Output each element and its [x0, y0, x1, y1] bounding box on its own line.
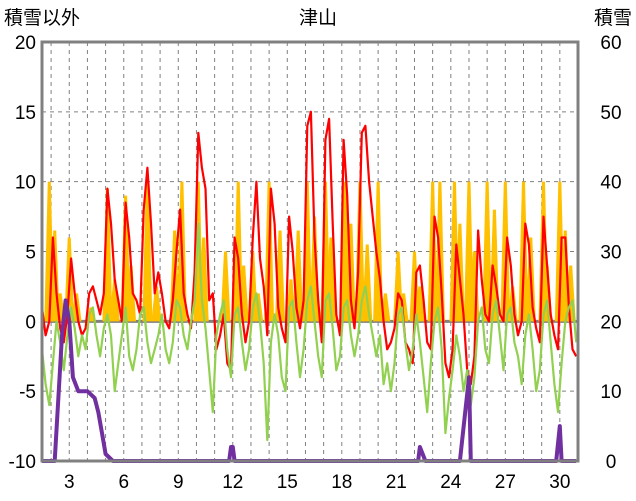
y-left-ticks: -10 -5 0 5 10 15 20	[9, 33, 36, 473]
y-left-tick-label: -5	[19, 382, 36, 403]
y-right-tick-label: 10	[600, 382, 621, 403]
x-tick-label: 3	[64, 472, 75, 493]
y-right-tick-label: 50	[600, 103, 621, 124]
frame	[40, 40, 580, 463]
precip-bar	[482, 181, 493, 322]
x-tick-label: 9	[173, 472, 184, 493]
snow-depth-line	[42, 298, 577, 463]
x-tick-label: 6	[118, 472, 129, 493]
precip-bar	[109, 279, 120, 322]
y-left-tick-label: 10	[15, 173, 36, 194]
y-right-ticks: 0 10 20 30 40 50 60	[600, 33, 621, 473]
plot-frame	[40, 40, 580, 463]
y-left-tick-label: -10	[9, 452, 36, 473]
y-left-tick-label: 20	[15, 33, 36, 54]
precip-bar	[142, 181, 153, 322]
y-left-tick-label: 15	[15, 103, 36, 124]
x-tick-label: 18	[331, 472, 352, 493]
precip-bar	[398, 293, 409, 322]
x-ticks: 3 6 9 12 15 18 21 24 27 30	[64, 472, 570, 493]
x-tick-label: 15	[277, 472, 298, 493]
precip-bar	[126, 265, 137, 322]
y-right-tick-label: 20	[600, 312, 621, 333]
y-right-tick-label: 40	[600, 173, 621, 194]
right-axis-title: 積雪	[594, 7, 632, 29]
y-right-tick-label: 0	[606, 452, 617, 473]
y-left-tick-label: 5	[25, 243, 36, 264]
precip-bar	[362, 244, 373, 322]
series-line	[40, 110, 578, 386]
y-right-tick-label: 30	[600, 243, 621, 264]
precip-bar	[500, 181, 511, 322]
x-tick-label: 21	[386, 472, 407, 493]
x-tick-label: 24	[440, 472, 462, 493]
chart-title: 津山	[299, 7, 337, 29]
x-tick-label: 30	[549, 472, 570, 493]
x-tick-label: 27	[495, 472, 516, 493]
left-axis-title: 積雪以外	[4, 7, 80, 29]
y-left-tick-label: 0	[25, 312, 36, 333]
precip-bar	[414, 286, 425, 322]
precip-bar	[151, 286, 162, 322]
precip-bar	[393, 251, 404, 322]
y-right-tick-label: 60	[600, 33, 621, 54]
precip-bar	[325, 237, 336, 322]
x-tick-label: 12	[222, 472, 243, 493]
series-line	[40, 222, 578, 442]
